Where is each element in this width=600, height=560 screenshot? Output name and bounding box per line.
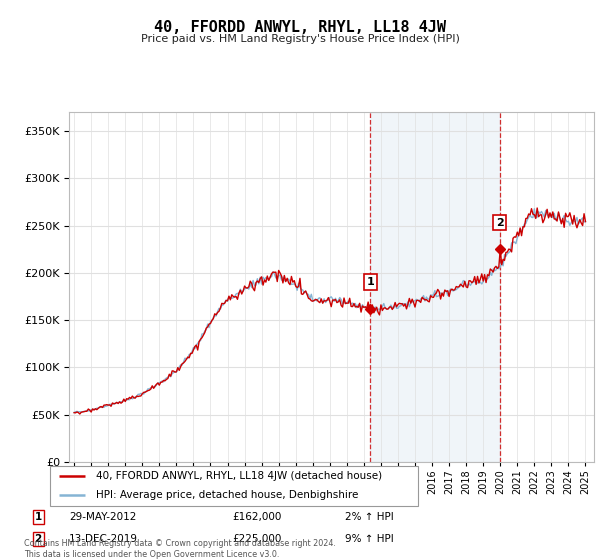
Text: £162,000: £162,000: [233, 512, 282, 522]
Text: 40, FFORDD ANWYL, RHYL, LL18 4JW: 40, FFORDD ANWYL, RHYL, LL18 4JW: [154, 20, 446, 35]
Bar: [370, 112, 500, 462]
Text: 1: 1: [34, 512, 42, 522]
Text: 9% ↑ HPI: 9% ↑ HPI: [346, 534, 394, 544]
Text: 2: 2: [34, 534, 42, 544]
Text: 2: 2: [496, 218, 503, 228]
Text: 13-DEC-2019: 13-DEC-2019: [69, 534, 138, 544]
Text: 1: 1: [367, 277, 374, 287]
Text: 40, FFORDD ANWYL, RHYL, LL18 4JW (detached house): 40, FFORDD ANWYL, RHYL, LL18 4JW (detach…: [97, 471, 382, 481]
Text: 29-MAY-2012: 29-MAY-2012: [69, 512, 136, 522]
FancyBboxPatch shape: [50, 466, 418, 506]
Text: HPI: Average price, detached house, Denbighshire: HPI: Average price, detached house, Denb…: [97, 491, 359, 501]
Text: Price paid vs. HM Land Registry's House Price Index (HPI): Price paid vs. HM Land Registry's House …: [140, 34, 460, 44]
Text: £225,000: £225,000: [233, 534, 282, 544]
Text: 2% ↑ HPI: 2% ↑ HPI: [346, 512, 394, 522]
Text: Contains HM Land Registry data © Crown copyright and database right 2024.
This d: Contains HM Land Registry data © Crown c…: [24, 539, 336, 559]
